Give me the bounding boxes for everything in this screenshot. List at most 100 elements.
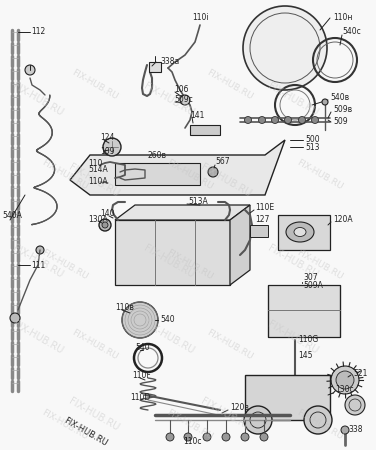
Text: 540: 540: [160, 315, 174, 324]
Text: 509c: 509c: [174, 95, 193, 104]
Circle shape: [336, 371, 354, 389]
Text: FIX-HUB.RU: FIX-HUB.RU: [40, 248, 89, 282]
Circle shape: [203, 433, 211, 441]
Text: 540c: 540c: [342, 27, 361, 36]
Text: FIX-HUB.RU: FIX-HUB.RU: [70, 328, 120, 362]
Bar: [149, 62, 161, 72]
Text: 110н: 110н: [333, 14, 353, 22]
Text: FIX-HUB.RU: FIX-HUB.RU: [11, 319, 65, 356]
Bar: [115, 220, 230, 285]
Text: 260в: 260в: [148, 150, 167, 159]
Text: FIX-HUB.RU: FIX-HUB.RU: [70, 68, 120, 102]
Circle shape: [36, 246, 44, 254]
Circle shape: [208, 167, 218, 177]
Ellipse shape: [286, 222, 314, 242]
Text: FIX-HUB.RU: FIX-HUB.RU: [296, 408, 345, 442]
Text: 110i: 110i: [192, 13, 209, 22]
Ellipse shape: [294, 228, 306, 237]
Circle shape: [341, 426, 349, 434]
Text: 567: 567: [215, 158, 230, 166]
Polygon shape: [115, 205, 250, 220]
Circle shape: [260, 433, 268, 441]
Text: 338а: 338а: [160, 58, 179, 67]
Text: 110D: 110D: [130, 393, 150, 402]
Text: 110F: 110F: [132, 370, 151, 379]
Circle shape: [180, 95, 190, 105]
Text: 521: 521: [353, 369, 367, 378]
Text: FIX-HUB.RU: FIX-HUB.RU: [165, 248, 215, 282]
Circle shape: [102, 222, 108, 228]
Text: 509А: 509А: [303, 280, 323, 289]
Text: 140: 140: [100, 208, 115, 217]
Text: 109: 109: [100, 147, 115, 156]
Text: 120А: 120А: [333, 216, 353, 225]
Bar: [268, 285, 340, 337]
Bar: [278, 215, 330, 250]
Text: 110c: 110c: [183, 437, 202, 446]
Circle shape: [311, 117, 318, 123]
Text: FIX-HUB.RU: FIX-HUB.RU: [40, 408, 89, 442]
Text: 141: 141: [190, 111, 205, 120]
Text: FIX-HUB.RU: FIX-HUB.RU: [199, 162, 253, 198]
Text: FIX-HUB.RU: FIX-HUB.RU: [11, 243, 65, 279]
Text: FIX-HUB.RU: FIX-HUB.RU: [67, 396, 121, 432]
Text: 112: 112: [31, 27, 45, 36]
Text: 500: 500: [305, 135, 320, 144]
Polygon shape: [70, 140, 285, 195]
Circle shape: [259, 117, 265, 123]
Text: 513А: 513А: [188, 198, 208, 207]
Text: FIX-HUB.RU: FIX-HUB.RU: [199, 396, 253, 432]
Text: 509в: 509в: [333, 105, 352, 114]
Text: FIX-HUB.RU: FIX-HUB.RU: [165, 408, 215, 442]
Circle shape: [304, 406, 332, 434]
Text: FIX-HUB.RU: FIX-HUB.RU: [205, 68, 255, 102]
Circle shape: [222, 433, 230, 441]
Text: FIX-HUB.RU: FIX-HUB.RU: [67, 162, 121, 198]
Text: 130А: 130А: [88, 216, 108, 225]
Circle shape: [299, 117, 305, 123]
Text: 110G: 110G: [298, 336, 318, 345]
Text: FIX-HUB.RU: FIX-HUB.RU: [296, 158, 345, 192]
Text: FIX-HUB.RU: FIX-HUB.RU: [142, 81, 196, 117]
Text: 540в: 540в: [330, 94, 349, 103]
Text: FIX-HUB.RU: FIX-HUB.RU: [266, 319, 320, 356]
Text: 111: 111: [31, 261, 45, 270]
Circle shape: [285, 117, 291, 123]
Circle shape: [271, 117, 279, 123]
Text: FIX-HUB.RU: FIX-HUB.RU: [142, 243, 196, 279]
Bar: [115, 163, 200, 185]
Text: FIX-HUB.RU: FIX-HUB.RU: [165, 158, 215, 192]
Text: 110А: 110А: [88, 177, 108, 186]
Circle shape: [99, 219, 111, 231]
Text: FIX-HUB.RU: FIX-HUB.RU: [142, 319, 196, 356]
Circle shape: [166, 433, 174, 441]
Text: FIX-HUB.RU: FIX-HUB.RU: [266, 81, 320, 117]
Text: FIX-HUB.RU: FIX-HUB.RU: [266, 243, 320, 279]
Bar: [250, 225, 268, 237]
Text: FIX-HUB.RU: FIX-HUB.RU: [205, 328, 255, 362]
Circle shape: [103, 138, 121, 156]
Circle shape: [345, 395, 365, 415]
Circle shape: [322, 99, 328, 105]
Circle shape: [244, 117, 252, 123]
Text: 509: 509: [333, 117, 348, 126]
Text: 110: 110: [88, 158, 102, 167]
Circle shape: [241, 433, 249, 441]
Text: 110в: 110в: [115, 303, 134, 312]
Text: 514А: 514А: [88, 166, 108, 175]
Circle shape: [184, 433, 192, 441]
Circle shape: [331, 366, 359, 394]
Text: 110Е: 110Е: [255, 203, 274, 212]
Circle shape: [243, 6, 327, 90]
Text: 338: 338: [348, 426, 362, 435]
Text: 540А: 540А: [2, 211, 22, 220]
Text: FIX-HUB.RU: FIX-HUB.RU: [62, 416, 109, 448]
Text: 124: 124: [100, 134, 114, 143]
Text: 120в: 120в: [230, 404, 249, 413]
Bar: [245, 375, 330, 420]
Text: FIX-HUB.RU: FIX-HUB.RU: [40, 158, 89, 192]
Circle shape: [25, 65, 35, 75]
Text: 145: 145: [298, 351, 312, 360]
Circle shape: [122, 302, 158, 338]
Text: 307: 307: [303, 274, 318, 283]
